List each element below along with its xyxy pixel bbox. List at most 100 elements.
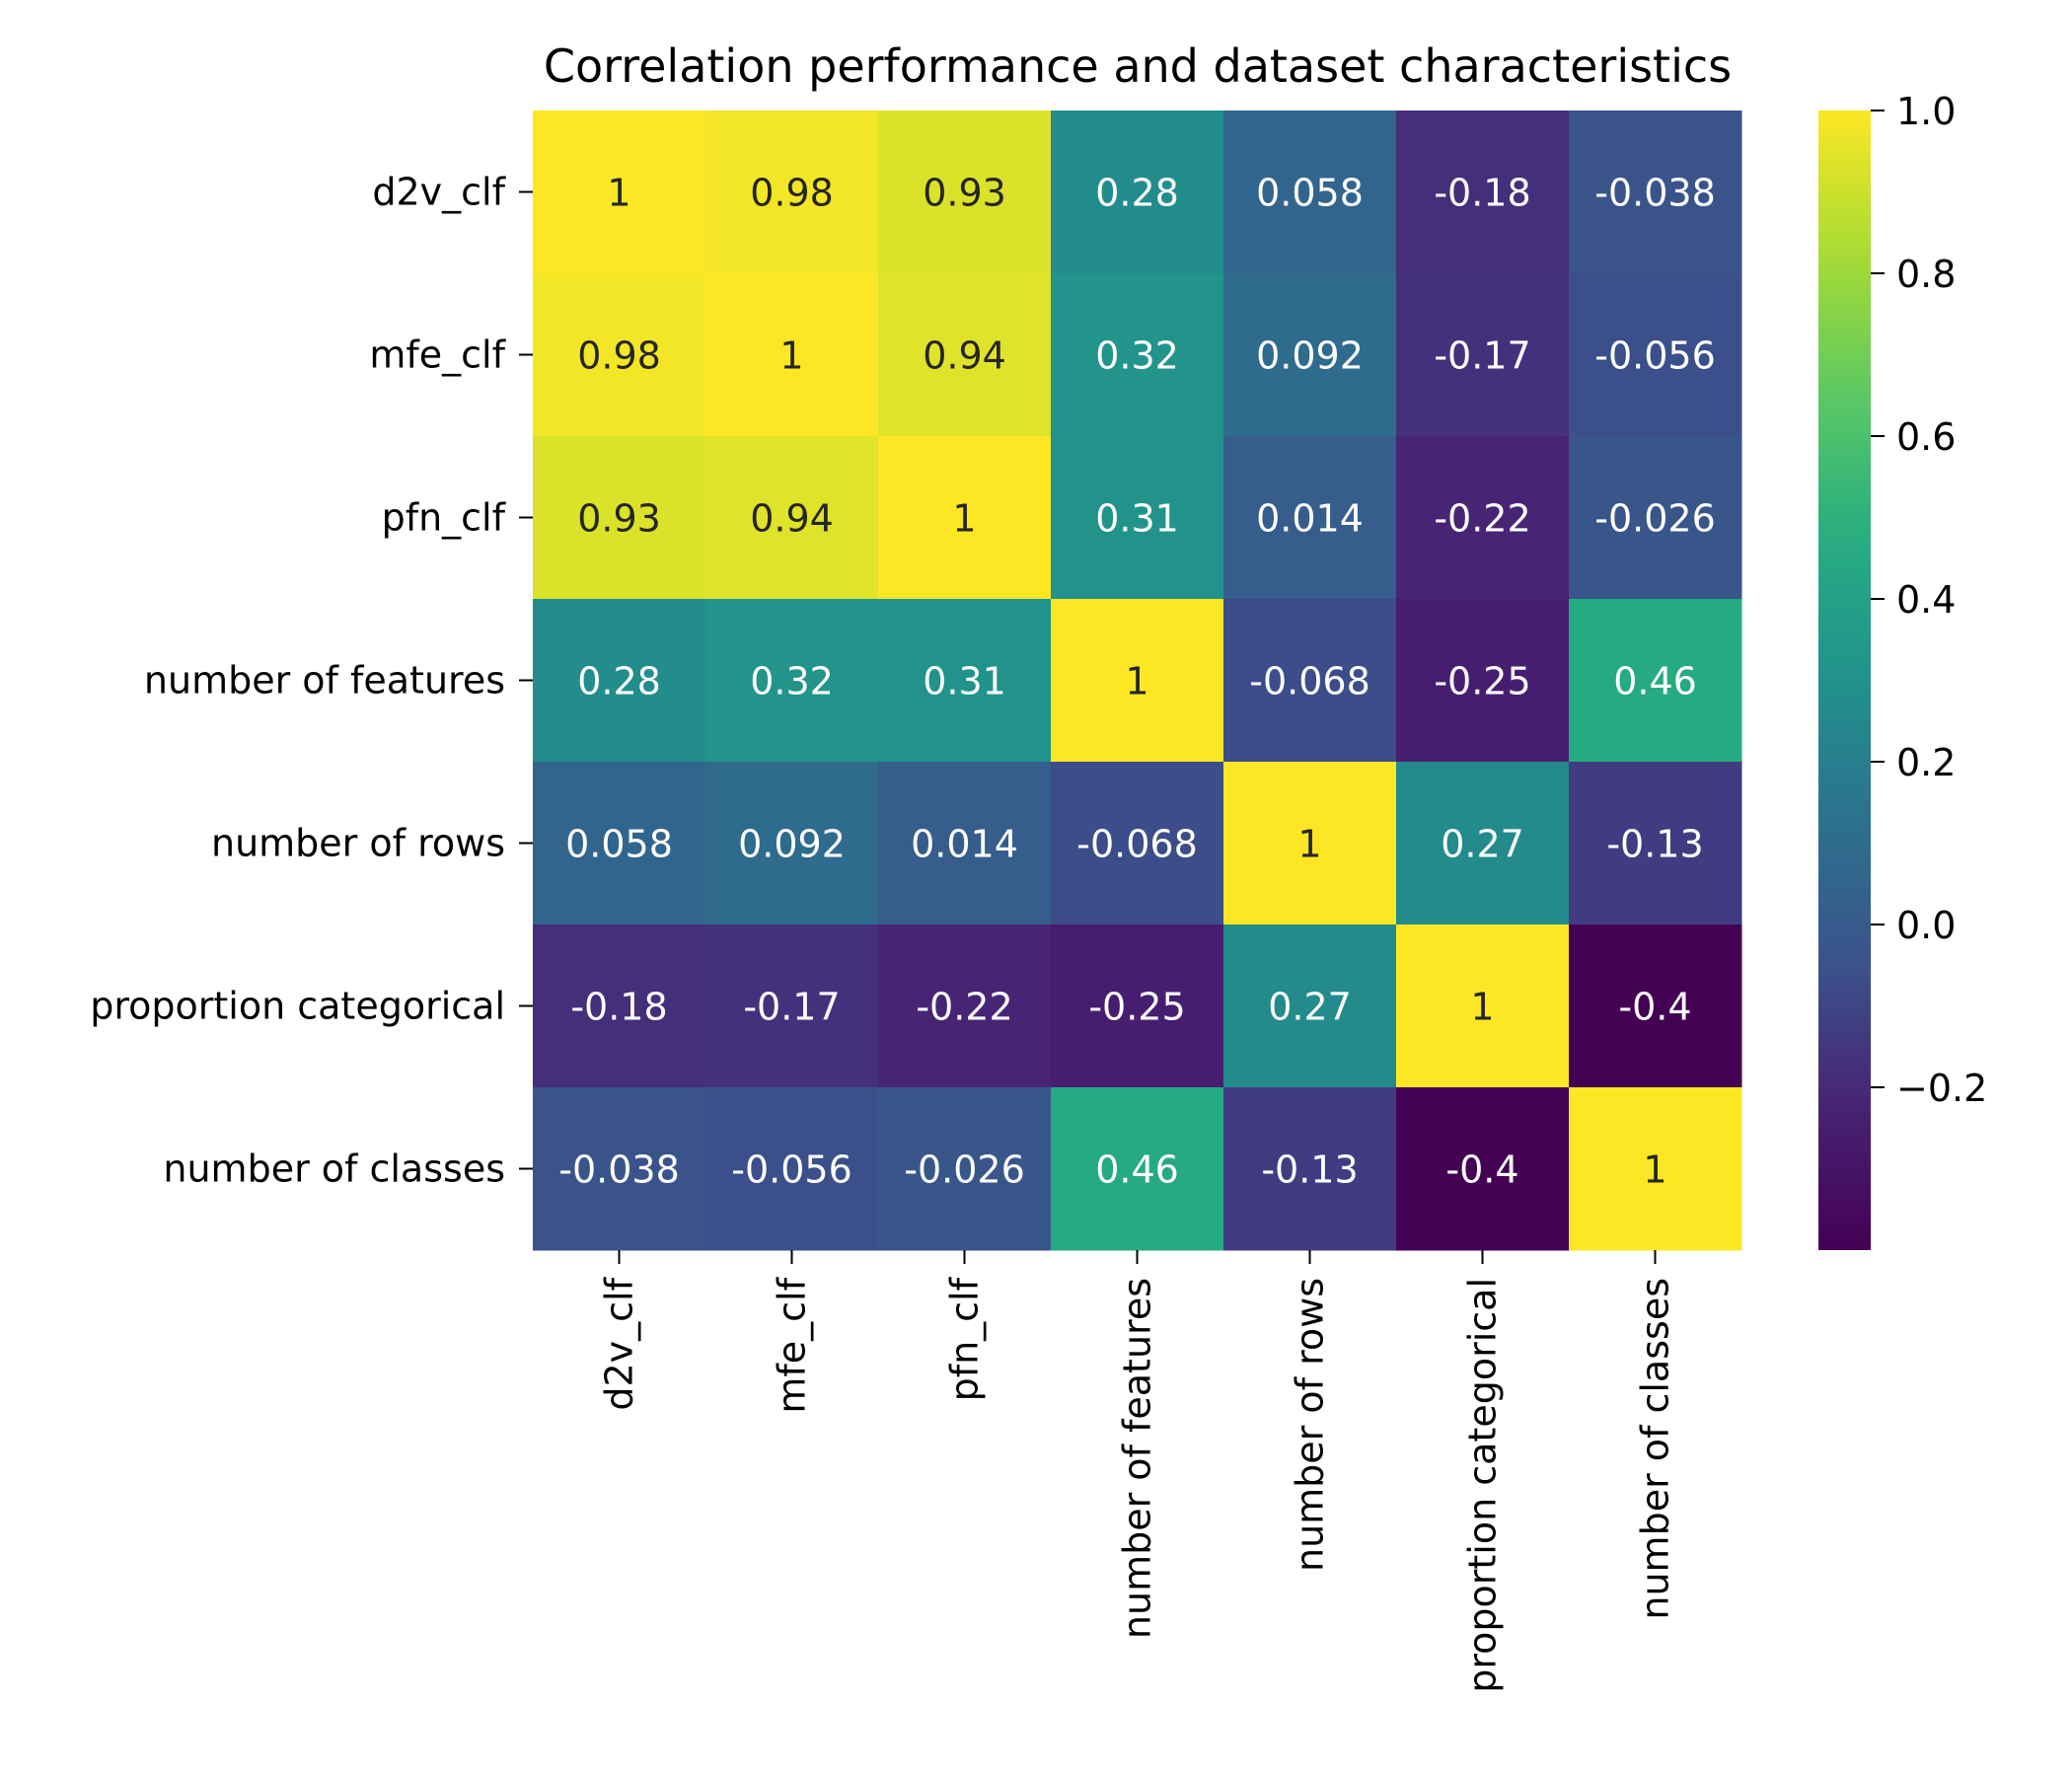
cell-value-label: 0.94: [923, 334, 1006, 378]
colorbar-tick-label: 0.6: [1896, 415, 1956, 459]
cell-value-label: -0.18: [570, 986, 667, 1029]
heatmap-cell: [878, 436, 1052, 600]
cell-value-label: 0.31: [923, 660, 1006, 703]
y-tick-label: d2v_clf: [372, 171, 506, 214]
heatmap-cell: [533, 1087, 706, 1251]
heatmap-cell: [705, 925, 879, 1088]
x-tick-label: proportion categorical: [1461, 1278, 1505, 1693]
chart-title: Correlation performance and dataset char…: [544, 39, 1732, 93]
cell-value-label: -0.22: [916, 986, 1012, 1029]
heatmap-cell: [878, 762, 1052, 925]
cell-value-label: 0.28: [1095, 172, 1179, 215]
heatmap-cell: [1396, 1087, 1570, 1251]
x-tick-label: pfn_clf: [943, 1276, 987, 1401]
cell-value-label: -0.4: [1618, 986, 1691, 1029]
heatmap-cell: [1223, 273, 1397, 437]
cell-value-label: -0.22: [1434, 497, 1530, 541]
colorbar-tick-label: 0.4: [1896, 578, 1956, 622]
cell-value-label: 0.98: [750, 172, 834, 215]
heatmap-cell: [1396, 273, 1570, 437]
heatmap-cell: [1223, 762, 1397, 925]
heatmap-cell: [1051, 273, 1224, 437]
heatmap-cell: [1223, 111, 1397, 274]
heatmap-cell: [1223, 436, 1397, 600]
cell-value-label: 0.28: [577, 660, 661, 703]
x-tick-label: number of features: [1116, 1278, 1159, 1639]
heatmap-cell: [705, 599, 879, 763]
colorbar: [1818, 111, 1871, 1250]
heatmap-cell: [878, 925, 1052, 1088]
cell-value-label: 0.46: [1095, 1148, 1179, 1192]
cell-value-label: 0.93: [923, 172, 1006, 215]
x-tick-label: number of rows: [1289, 1278, 1332, 1572]
heatmap-cell: [878, 111, 1052, 274]
heatmap-cell: [1569, 436, 1742, 600]
cell-value-label: -0.13: [1261, 1148, 1358, 1192]
heatmap-cell: [705, 1087, 879, 1251]
cell-value-label: 0.31: [1095, 497, 1179, 541]
x-axis: d2v_clf mfe_clf pfn_clf number of features n…: [598, 1250, 1677, 1693]
heatmap-cell: [533, 599, 706, 763]
cell-value-label: -0.25: [1088, 986, 1185, 1029]
y-tick-label: mfe_clf: [369, 333, 506, 377]
cell-value-label: 0.94: [750, 497, 834, 541]
cell-value-label: -0.17: [743, 986, 840, 1029]
cell-value-label: -0.18: [1434, 172, 1530, 215]
cell-value-label: -0.25: [1434, 660, 1530, 703]
y-tick-label: pfn_clf: [382, 496, 507, 540]
y-tick-label: number of rows: [211, 822, 505, 865]
cell-value-label: -0.026: [1594, 497, 1716, 541]
cell-value-label: 0.27: [1441, 823, 1524, 866]
heatmap-cell: [1569, 925, 1742, 1088]
cell-value-label: -0.068: [1249, 660, 1370, 703]
heatmap-cell: [1051, 925, 1224, 1088]
heatmap-cell: [705, 273, 879, 437]
heatmap-cell: [878, 1087, 1052, 1251]
heatmap-cell: [1569, 599, 1742, 763]
heatmap-cell: [705, 436, 879, 600]
cell-value-label: -0.038: [1594, 172, 1716, 215]
cell-value-label: -0.038: [558, 1148, 680, 1192]
heatmap-cell: [878, 599, 1052, 763]
heatmap-cell: [1569, 762, 1742, 925]
cell-value-label: 0.32: [1095, 334, 1179, 378]
y-tick-label: proportion categorical: [90, 985, 505, 1028]
heatmap-cell: [1051, 111, 1224, 274]
cell-value-label: 1: [779, 334, 803, 378]
colorbar-tick-label: 0.8: [1896, 253, 1956, 296]
heatmap-cell: [533, 925, 706, 1088]
heatmap-cell: [1396, 599, 1570, 763]
heatmap-cell: [533, 436, 706, 600]
colorbar-gradient: [1818, 111, 1871, 1250]
cell-value-label: 1: [607, 172, 630, 215]
y-tick-label: number of features: [144, 659, 505, 703]
heatmap-cell: [1396, 111, 1570, 274]
heatmap-cell: [1223, 925, 1397, 1088]
heatmap-cell: [1396, 762, 1570, 925]
heatmap-cell: [1051, 1087, 1224, 1251]
heatmap-cell: [1569, 1087, 1742, 1251]
heatmap-cell: [1396, 436, 1570, 600]
cell-value-label: 0.092: [1256, 334, 1364, 378]
cell-value-label: 0.93: [577, 497, 661, 541]
heatmap-cell: [1569, 111, 1742, 274]
heatmap-cell: [1223, 599, 1397, 763]
heatmap-cell: [1051, 599, 1224, 763]
x-tick-label: mfe_clf: [771, 1276, 814, 1413]
heatmap-cell: [1223, 1087, 1397, 1251]
cell-value-label: 0.98: [577, 334, 661, 378]
cell-value-label: 0.32: [750, 660, 834, 703]
heatmap-cell: [705, 762, 879, 925]
x-tick-label: number of classes: [1634, 1278, 1677, 1620]
cell-value-label: -0.17: [1434, 334, 1530, 378]
heatmap-cell: [533, 111, 706, 274]
heatmap-cell: [1569, 273, 1742, 437]
cell-value-label: 1: [1297, 823, 1321, 866]
cell-value-labels: 1 0.98 0.93 0.28 0.058 -0.18 -0.038 0.98 1 0.94 0.…: [558, 172, 1716, 1192]
cell-value-label: 0.058: [565, 823, 673, 866]
colorbar-tick-label: 0.0: [1896, 904, 1956, 947]
cell-value-label: 0.014: [1256, 497, 1364, 541]
cell-value-label: 1: [1470, 986, 1494, 1029]
